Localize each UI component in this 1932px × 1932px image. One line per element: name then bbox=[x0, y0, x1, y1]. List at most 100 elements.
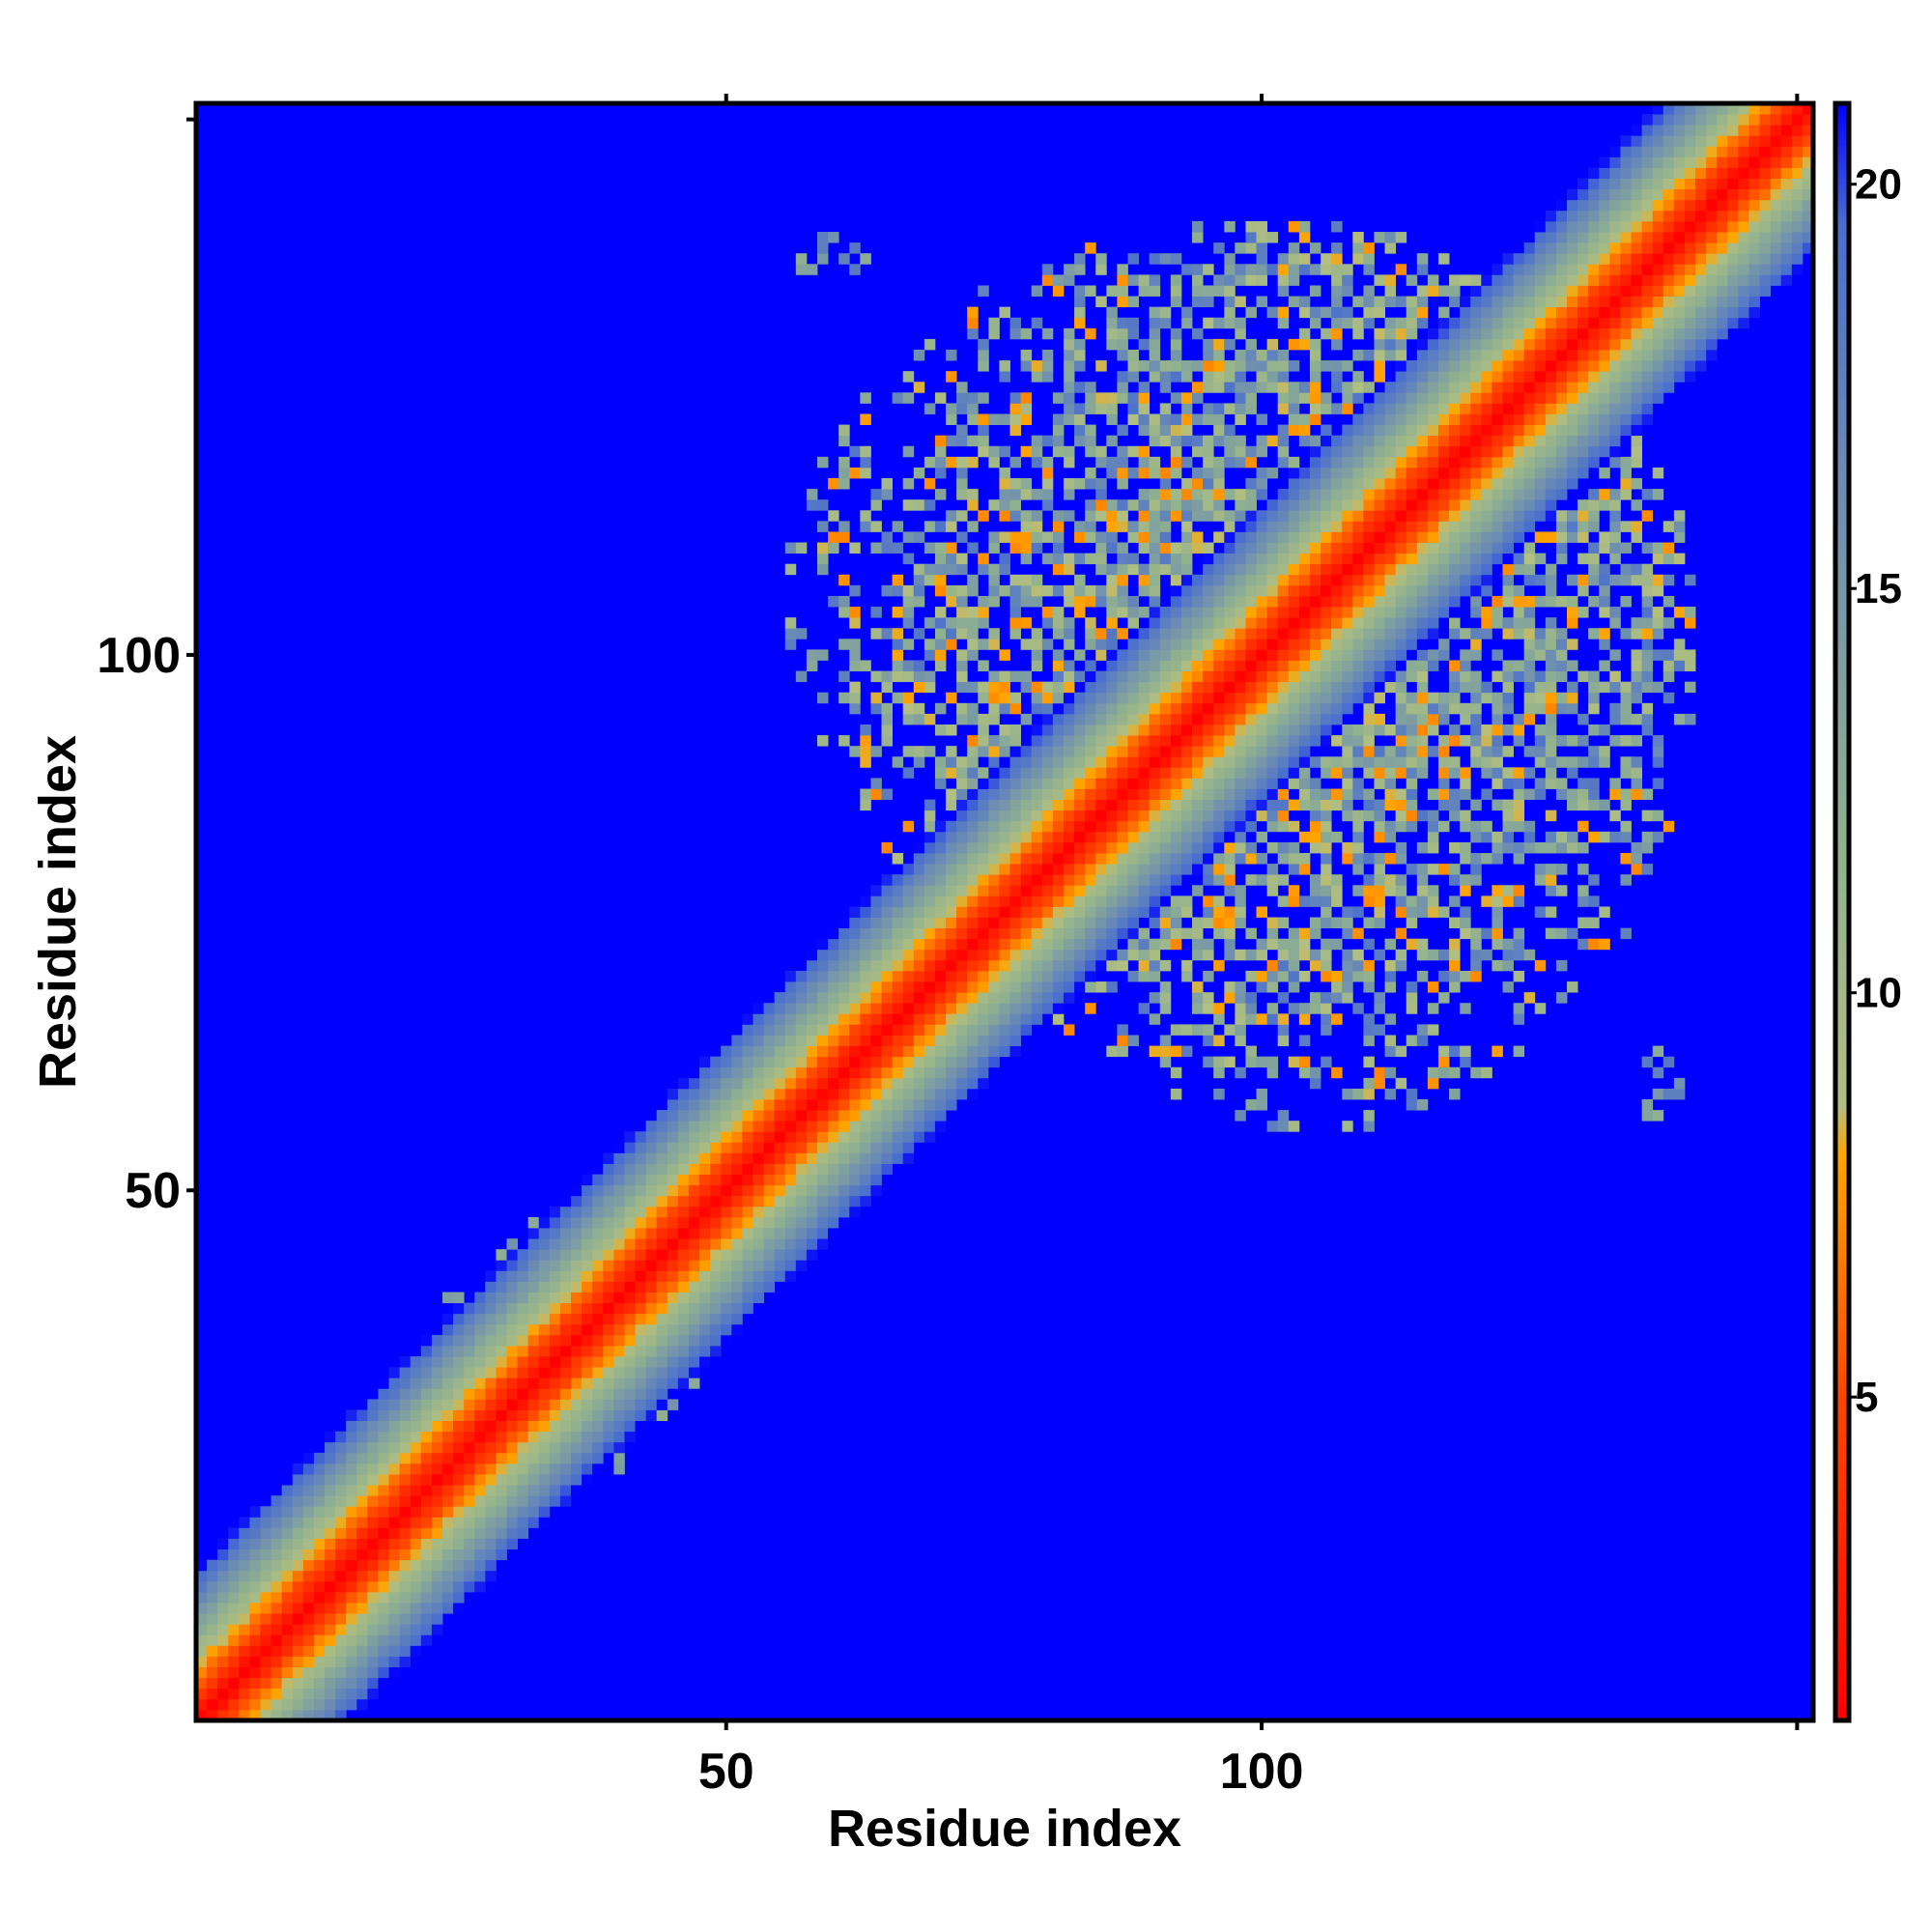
heatmap-cell bbox=[1009, 1003, 1022, 1014]
heatmap-cell bbox=[967, 1035, 979, 1046]
heatmap-cell bbox=[1063, 917, 1075, 929]
heatmap-cell bbox=[656, 1195, 668, 1208]
heatmap-cell bbox=[1502, 799, 1514, 811]
heatmap-cell bbox=[1545, 778, 1557, 789]
heatmap-cell bbox=[378, 1388, 389, 1400]
heatmap-cell bbox=[1599, 435, 1610, 447]
heatmap-cell bbox=[1460, 563, 1471, 576]
heatmap-cell bbox=[1609, 574, 1621, 586]
heatmap-cell bbox=[1192, 617, 1204, 629]
heatmap-cell bbox=[453, 1527, 465, 1539]
heatmap-cell bbox=[1298, 595, 1311, 608]
heatmap-cell bbox=[1235, 681, 1246, 694]
heatmap-cell bbox=[1235, 1024, 1246, 1036]
heatmap-cell bbox=[592, 1195, 604, 1208]
heatmap-cell bbox=[1180, 670, 1193, 683]
heatmap-cell bbox=[999, 499, 1010, 511]
heatmap-cell bbox=[1063, 563, 1075, 576]
heatmap-cell bbox=[281, 1677, 294, 1690]
heatmap-cell bbox=[313, 1656, 326, 1667]
heatmap-cell bbox=[1235, 1066, 1246, 1079]
heatmap-cell bbox=[1106, 917, 1118, 929]
heatmap-cell bbox=[849, 927, 861, 940]
heatmap-cell bbox=[635, 1356, 647, 1368]
heatmap-cell bbox=[1352, 649, 1364, 661]
heatmap-cell bbox=[1203, 510, 1214, 522]
heatmap-cell bbox=[1363, 788, 1375, 800]
heatmap-cell bbox=[1502, 959, 1514, 972]
heatmap-cell bbox=[1513, 670, 1525, 683]
heatmap-cell bbox=[1673, 1088, 1686, 1100]
heatmap-cell bbox=[988, 670, 1000, 683]
heatmap-cell bbox=[1545, 628, 1557, 639]
heatmap-cell bbox=[292, 1548, 304, 1561]
heatmap-cell bbox=[1352, 521, 1364, 532]
heatmap-cell bbox=[453, 1420, 465, 1433]
heatmap-cell bbox=[1127, 778, 1139, 789]
heatmap-cell bbox=[1331, 649, 1343, 661]
heatmap-cell bbox=[582, 1378, 593, 1389]
heatmap-cell bbox=[1106, 853, 1118, 865]
heatmap-cell bbox=[892, 649, 904, 661]
heatmap-cell bbox=[913, 1056, 925, 1068]
heatmap-cell bbox=[613, 1367, 625, 1378]
heatmap-cell bbox=[325, 1580, 336, 1593]
heatmap-cell bbox=[731, 1281, 743, 1293]
heatmap-cell bbox=[1266, 788, 1279, 800]
heatmap-cell bbox=[1513, 553, 1525, 565]
heatmap-cell bbox=[1149, 756, 1161, 768]
heatmap-cell bbox=[1149, 917, 1161, 929]
heatmap-cell bbox=[1309, 467, 1321, 479]
heatmap-cell bbox=[956, 938, 968, 951]
heatmap-cell bbox=[582, 1345, 593, 1357]
heatmap-cell bbox=[613, 1323, 625, 1336]
heatmap-cell bbox=[367, 1431, 379, 1443]
heatmap-cell bbox=[388, 1580, 401, 1593]
heatmap-cell bbox=[1213, 831, 1225, 843]
heatmap-cell bbox=[1031, 649, 1043, 661]
heatmap-cell bbox=[913, 713, 925, 725]
heatmap-cell bbox=[1009, 542, 1022, 554]
heatmap-cell bbox=[1352, 467, 1364, 479]
heatmap-cell bbox=[1245, 841, 1257, 854]
heatmap-cell bbox=[270, 1634, 283, 1646]
heatmap-cell bbox=[1481, 510, 1492, 522]
heatmap-cell bbox=[1106, 810, 1118, 822]
heatmap-cell bbox=[1363, 1121, 1375, 1132]
heatmap-cell bbox=[1449, 1045, 1461, 1058]
heatmap-cell bbox=[1406, 499, 1418, 511]
heatmap-cell bbox=[559, 1495, 572, 1507]
heatmap-cell bbox=[1180, 660, 1193, 671]
heatmap-cell bbox=[1106, 735, 1118, 747]
heatmap-cell bbox=[1449, 810, 1461, 822]
heatmap-cell bbox=[1020, 841, 1033, 854]
heatmap-cell bbox=[1534, 874, 1547, 886]
heatmap-cell bbox=[1138, 841, 1151, 854]
heatmap-cell bbox=[1085, 756, 1096, 768]
heatmap-cell bbox=[934, 938, 947, 951]
heatmap-cell bbox=[988, 906, 1000, 918]
heatmap-cell bbox=[1620, 853, 1632, 865]
heatmap-cell bbox=[1449, 938, 1461, 951]
heatmap-cell bbox=[506, 1517, 518, 1528]
heatmap-cell bbox=[1245, 584, 1257, 597]
heatmap-cell bbox=[603, 1334, 614, 1347]
heatmap-cell bbox=[870, 1099, 882, 1111]
heatmap-cell bbox=[688, 1099, 700, 1111]
heatmap-cell bbox=[913, 1099, 925, 1111]
heatmap-cell bbox=[1127, 746, 1139, 757]
heatmap-cell bbox=[710, 1088, 722, 1100]
heatmap-cell bbox=[592, 1174, 604, 1186]
heatmap-cell bbox=[967, 489, 979, 500]
heatmap-cell bbox=[1095, 595, 1107, 608]
heatmap-cell bbox=[582, 1367, 593, 1378]
heatmap-cell bbox=[496, 1485, 507, 1496]
heatmap-cell bbox=[1256, 510, 1268, 522]
heatmap-cell bbox=[721, 1152, 732, 1164]
heatmap-cell bbox=[1588, 521, 1600, 532]
heatmap-cell bbox=[1502, 681, 1514, 694]
heatmap-cell bbox=[538, 1388, 551, 1400]
heatmap-cell bbox=[292, 1485, 304, 1496]
heatmap-cell bbox=[1277, 445, 1290, 458]
heatmap-cell bbox=[1673, 660, 1686, 671]
